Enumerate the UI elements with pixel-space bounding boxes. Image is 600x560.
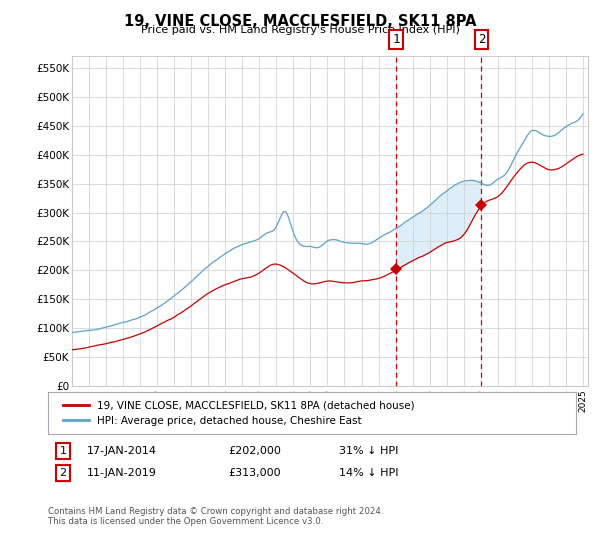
Text: £202,000: £202,000 (228, 446, 281, 456)
Text: 2: 2 (59, 468, 67, 478)
Text: Price paid vs. HM Land Registry's House Price Index (HPI): Price paid vs. HM Land Registry's House … (140, 25, 460, 35)
Text: Contains HM Land Registry data © Crown copyright and database right 2024.
This d: Contains HM Land Registry data © Crown c… (48, 507, 383, 526)
Text: 14% ↓ HPI: 14% ↓ HPI (339, 468, 398, 478)
Text: 31% ↓ HPI: 31% ↓ HPI (339, 446, 398, 456)
Text: 11-JAN-2019: 11-JAN-2019 (87, 468, 157, 478)
Text: 17-JAN-2014: 17-JAN-2014 (87, 446, 157, 456)
Legend: 19, VINE CLOSE, MACCLESFIELD, SK11 8PA (detached house), HPI: Average price, det: 19, VINE CLOSE, MACCLESFIELD, SK11 8PA (… (58, 396, 419, 430)
Text: £313,000: £313,000 (228, 468, 281, 478)
Text: 1: 1 (392, 32, 400, 46)
Text: 2: 2 (478, 32, 485, 46)
Text: 1: 1 (59, 446, 67, 456)
Text: 19, VINE CLOSE, MACCLESFIELD, SK11 8PA: 19, VINE CLOSE, MACCLESFIELD, SK11 8PA (124, 14, 476, 29)
